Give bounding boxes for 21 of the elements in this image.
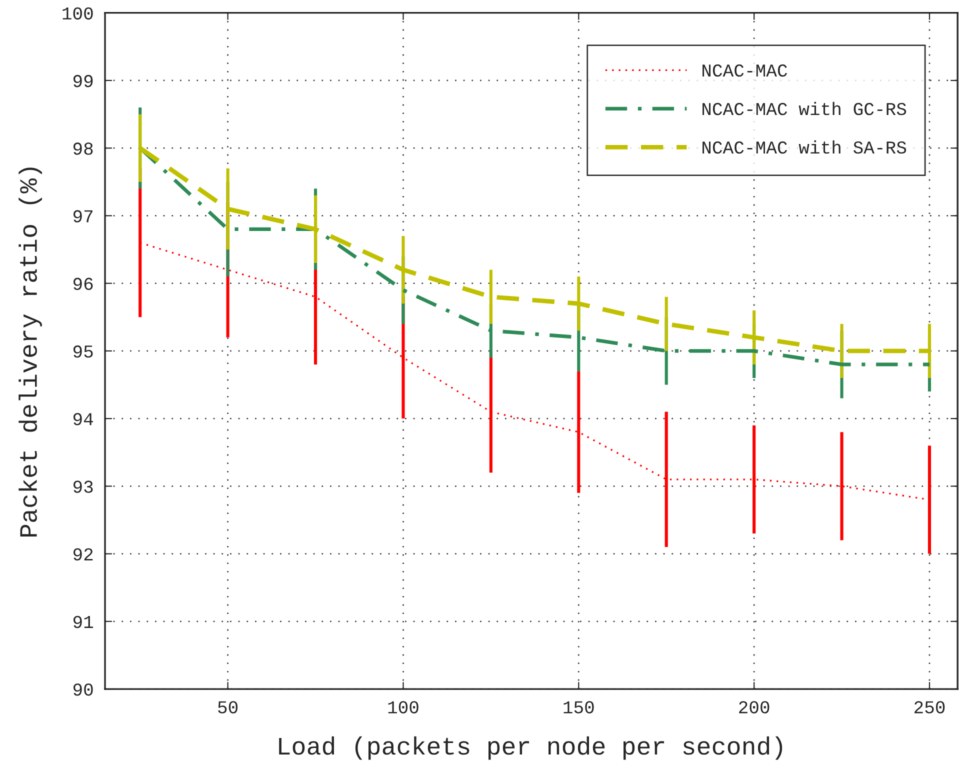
legend-label: NCAC-MAC with SA-RS xyxy=(702,140,906,154)
y-tick-label: 97 xyxy=(73,210,92,222)
y-tick-label: 94 xyxy=(73,413,93,426)
x-axis-title: Load (packets per node per second) xyxy=(279,736,782,760)
y-tick-label: 90 xyxy=(73,683,93,696)
y-tick-label: 93 xyxy=(73,480,93,493)
x-tick-label: 50 xyxy=(218,701,238,714)
y-tick-label: 100 xyxy=(62,7,93,20)
x-tick-label: 150 xyxy=(564,701,594,714)
y-axis-title: Packet delivery ratio (%) xyxy=(18,168,42,537)
y-tick-label: 92 xyxy=(73,548,93,561)
y-tick-label: 95 xyxy=(73,345,93,358)
y-tick-label: 96 xyxy=(73,278,93,290)
x-tick-label: 200 xyxy=(739,701,770,714)
legend-label: NCAC-MAC xyxy=(702,64,788,77)
y-tick-label: 91 xyxy=(73,616,94,628)
y-tick-label: 98 xyxy=(73,142,93,155)
y-tick-label: 99 xyxy=(73,74,93,88)
x-tick-label: 100 xyxy=(388,701,418,714)
x-tick-label: 250 xyxy=(914,701,945,714)
legend-label: NCAC-MAC with GC-RS xyxy=(702,102,906,116)
